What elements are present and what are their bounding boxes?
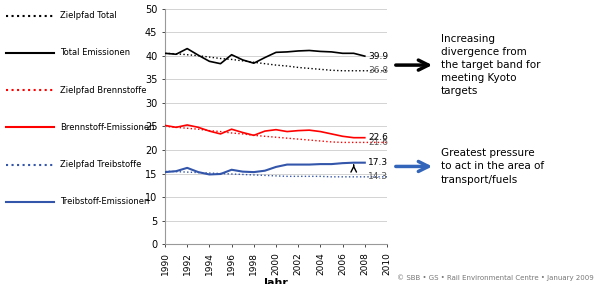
Text: Total Emissionen: Total Emissionen xyxy=(60,48,130,57)
Text: 22.6: 22.6 xyxy=(368,133,388,142)
Text: Increasing
divergence from
the target band for
meeting Kyoto
targets: Increasing divergence from the target ba… xyxy=(441,34,541,97)
Text: Treibstoff-Emissionen: Treibstoff-Emissionen xyxy=(60,197,149,206)
Text: 14.3: 14.3 xyxy=(368,172,388,181)
Text: Zielpfad Treibstoffe: Zielpfad Treibstoffe xyxy=(60,160,142,169)
Text: 39.9: 39.9 xyxy=(368,52,388,61)
Text: Zielpfad Brennstoffe: Zielpfad Brennstoffe xyxy=(60,85,146,95)
Text: Brennstoff-Emissionen: Brennstoff-Emissionen xyxy=(60,123,155,132)
Text: 17.3: 17.3 xyxy=(368,158,388,167)
Text: Zielpfad Total: Zielpfad Total xyxy=(60,11,117,20)
Text: © SBB • GS • Rail Environmental Centre • January 2009: © SBB • GS • Rail Environmental Centre •… xyxy=(397,275,594,281)
Text: Greatest pressure
to act in the area of
transport/fuels: Greatest pressure to act in the area of … xyxy=(441,148,544,185)
Text: 36.8: 36.8 xyxy=(368,66,388,75)
X-axis label: Jahr: Jahr xyxy=(263,278,289,284)
Text: 21.6: 21.6 xyxy=(368,138,388,147)
